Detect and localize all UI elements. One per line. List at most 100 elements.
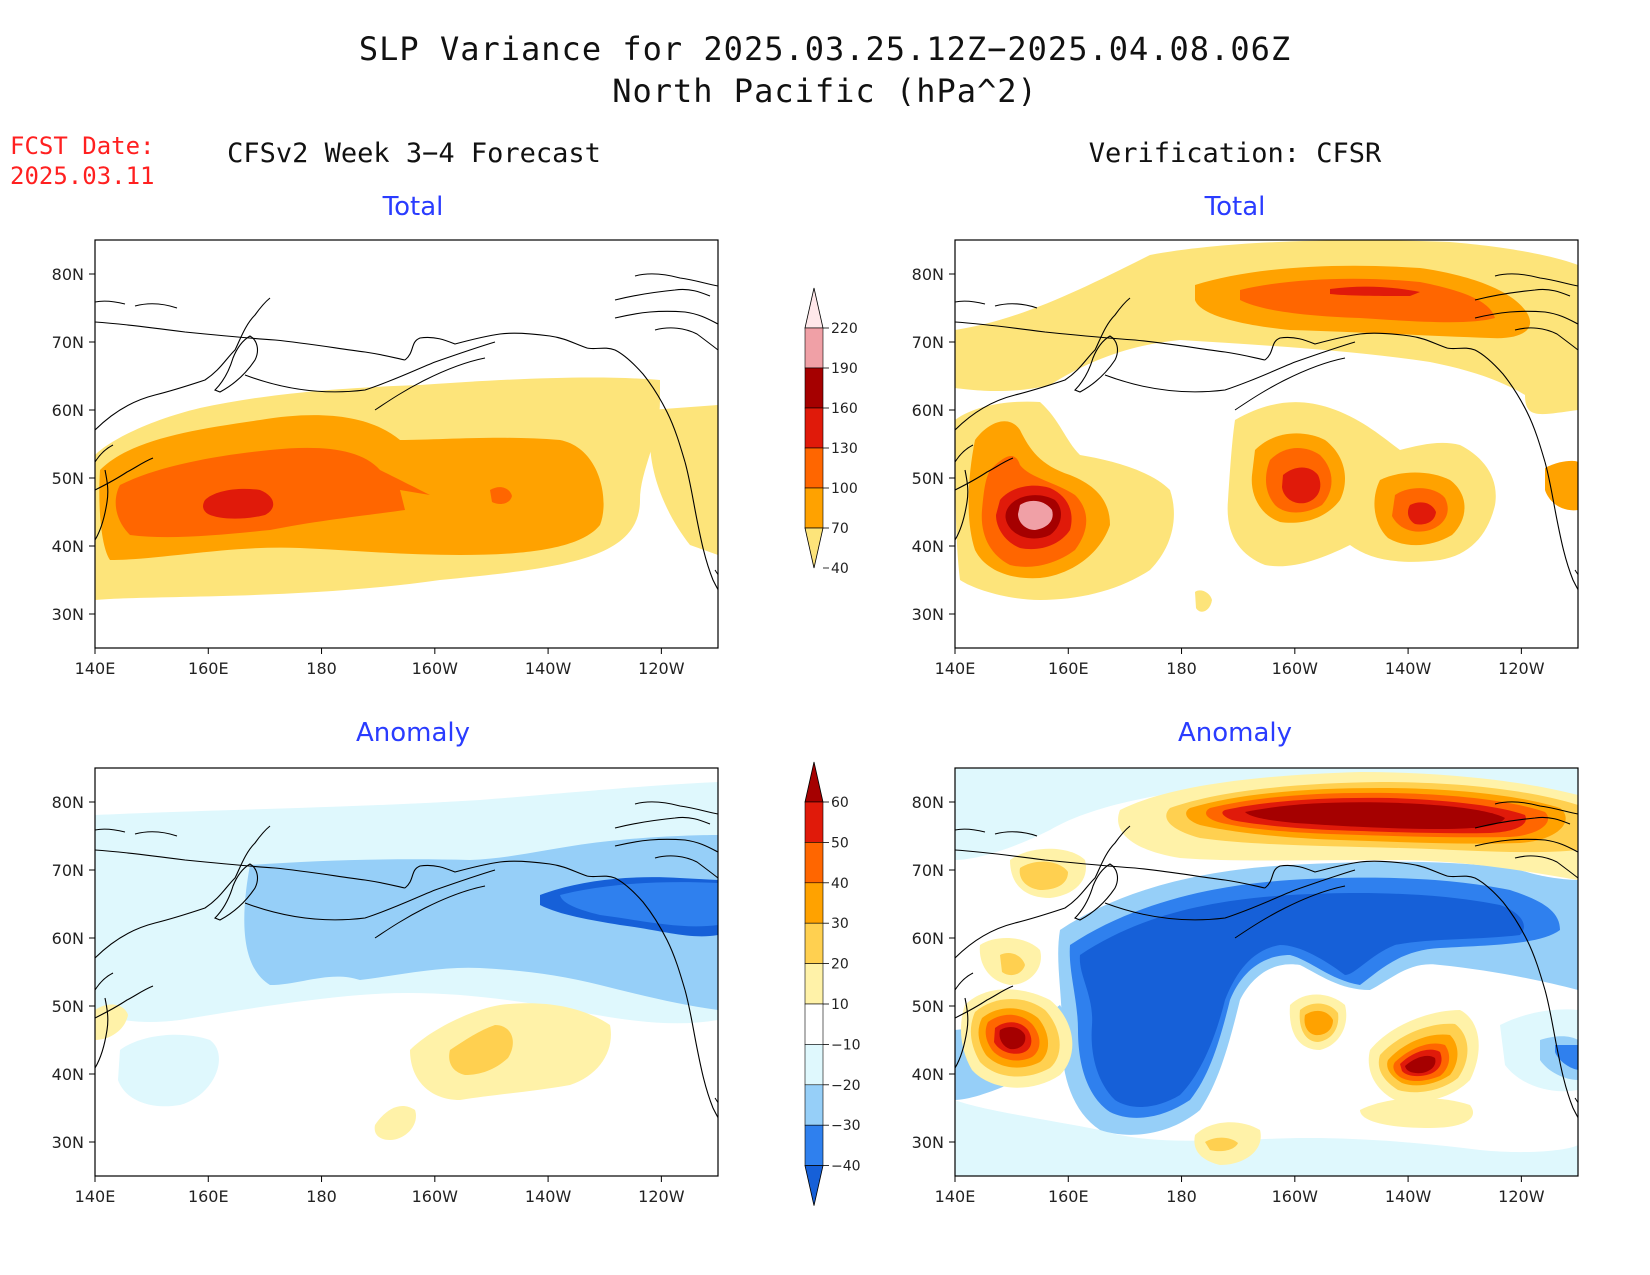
lon-tick-label: 140W: [525, 1187, 572, 1206]
lat-tick-label: 30N: [52, 605, 84, 624]
verification-anomaly-map: [954, 767, 1579, 1177]
colorbar-label: 220: [831, 321, 858, 337]
lat-tick-label: 40N: [912, 537, 944, 556]
lat-tick-label: 50N: [912, 469, 944, 488]
lon-tick-label: 160W: [412, 659, 459, 678]
forecast-column-heading: CFSv2 Week 3−4 Forecast: [227, 138, 601, 169]
colorbar-label: 50: [831, 835, 849, 851]
lon-tick-label: 140W: [1385, 659, 1432, 678]
main-title: SLP Variance for 2025.03.25.12Z−2025.04.…: [358, 30, 1292, 68]
lat-tick-label: 70N: [912, 861, 944, 880]
lat-tick-label: 70N: [52, 333, 84, 352]
colorbar-swatch: [804, 407, 824, 449]
colorbar-swatch: [804, 1124, 824, 1166]
colorbar-swatch: [804, 761, 824, 803]
colorbar-label: 20: [831, 957, 849, 973]
lon-tick-label: 140W: [525, 659, 572, 678]
colorbar-swatch: [804, 1003, 824, 1045]
colorbar-label: 60: [831, 795, 849, 811]
lat-tick-label: 70N: [912, 333, 944, 352]
lon-tick-label: 160E: [188, 659, 229, 678]
colorbar-total: 220 190 160 130 100 70 40: [804, 287, 858, 577]
lon-tick-label: 160W: [1272, 659, 1319, 678]
lon-tick-label: 120W: [1498, 659, 1545, 678]
lon-tick-label: 160E: [188, 1187, 229, 1206]
colorbar-label: 10: [831, 997, 849, 1013]
lon-tick-label: 120W: [638, 1187, 685, 1206]
lat-tick-label: 80N: [52, 793, 84, 812]
forecast-anomaly-heading: Anomaly: [355, 718, 471, 748]
colorbar-swatch: [804, 801, 824, 843]
fcst-date-value: 2025.03.11: [10, 162, 155, 190]
colorbar-swatch: [804, 882, 824, 924]
forecast-total-heading: Total: [382, 192, 444, 222]
lon-tick-label: 160E: [1048, 1187, 1089, 1206]
lon-tick-label: 140E: [935, 1187, 976, 1206]
lon-tick-label: 160W: [412, 1187, 459, 1206]
lon-tick-label: 120W: [638, 659, 685, 678]
verification-column-heading: Verification: CFSR: [1088, 138, 1382, 169]
lat-tick-label: 60N: [912, 929, 944, 948]
lon-tick-label: 140E: [75, 1187, 116, 1206]
colorbar-label: 160: [831, 401, 858, 417]
lon-tick-label: 180: [306, 1187, 337, 1206]
colorbar-label: 40: [831, 561, 849, 577]
lon-tick-label: 180: [1166, 1187, 1197, 1206]
main-subtitle: North Pacific (hPa^2): [612, 72, 1038, 110]
axis-labels: 80N 70N 60N 50N 40N 30N 140E 160E 180 160W 140W 120…: [52, 265, 1545, 1206]
lat-tick-label: 30N: [912, 605, 944, 624]
lat-tick-label: 80N: [912, 793, 944, 812]
colorbar-swatch: [804, 447, 824, 489]
colorbar-label: 190: [831, 361, 858, 377]
colorbar-swatch: [804, 1165, 824, 1206]
lat-tick-label: 80N: [52, 265, 84, 284]
colorbar-swatch: [804, 327, 824, 369]
colorbar-swatch: [804, 922, 824, 964]
forecast-anomaly-map: [94, 767, 719, 1177]
lat-tick-label: 60N: [52, 929, 84, 948]
fcst-date-label: FCST Date:: [10, 132, 155, 160]
lat-tick-label: 30N: [912, 1133, 944, 1152]
lat-tick-label: 70N: [52, 861, 84, 880]
colorbar-label: −10: [831, 1037, 861, 1053]
verification-total-heading: Total: [1204, 192, 1266, 222]
lat-tick-label: 50N: [912, 997, 944, 1016]
lon-tick-label: 140E: [935, 659, 976, 678]
colorbar-anomaly: 60 50 40 30 20 10 −10 −20 −30 −40: [804, 761, 861, 1206]
colorbar-swatch: [804, 963, 824, 1005]
colorbar-swatch: [804, 287, 824, 329]
lon-tick-label: 120W: [1498, 1187, 1545, 1206]
lon-tick-label: 140E: [75, 659, 116, 678]
lon-tick-label: 180: [1166, 659, 1197, 678]
forecast-total-map: [94, 239, 719, 649]
lon-tick-label: 160W: [1272, 1187, 1319, 1206]
lat-tick-label: 50N: [52, 997, 84, 1016]
lat-tick-label: 50N: [52, 469, 84, 488]
colorbar-swatch: [804, 1044, 824, 1086]
lat-tick-label: 40N: [52, 537, 84, 556]
verification-anomaly-heading: Anomaly: [1177, 718, 1293, 748]
colorbar-swatch: [804, 842, 824, 884]
colorbar-label: 100: [831, 481, 858, 497]
colorbar-label: 30: [831, 916, 849, 932]
colorbar-label: 70: [831, 521, 849, 537]
lat-tick-label: 60N: [52, 401, 84, 420]
colorbar-label: 130: [831, 441, 858, 457]
colorbar-swatch: [804, 487, 824, 529]
lon-tick-label: 160E: [1048, 659, 1089, 678]
lat-tick-label: 40N: [52, 1065, 84, 1084]
colorbar-label: −30: [831, 1118, 861, 1134]
colorbar-swatch: [804, 527, 824, 569]
lon-tick-label: 140W: [1385, 1187, 1432, 1206]
verification-total-map: [954, 239, 1579, 649]
colorbar-label: −40: [831, 1159, 861, 1175]
lon-tick-label: 180: [306, 659, 337, 678]
colorbar-swatch: [804, 367, 824, 409]
lat-tick-label: 60N: [912, 401, 944, 420]
colorbar-label: 40: [831, 876, 849, 892]
colorbar-label: −20: [831, 1078, 861, 1094]
lat-tick-label: 40N: [912, 1065, 944, 1084]
lat-tick-label: 30N: [52, 1133, 84, 1152]
colorbar-swatch: [804, 1084, 824, 1126]
